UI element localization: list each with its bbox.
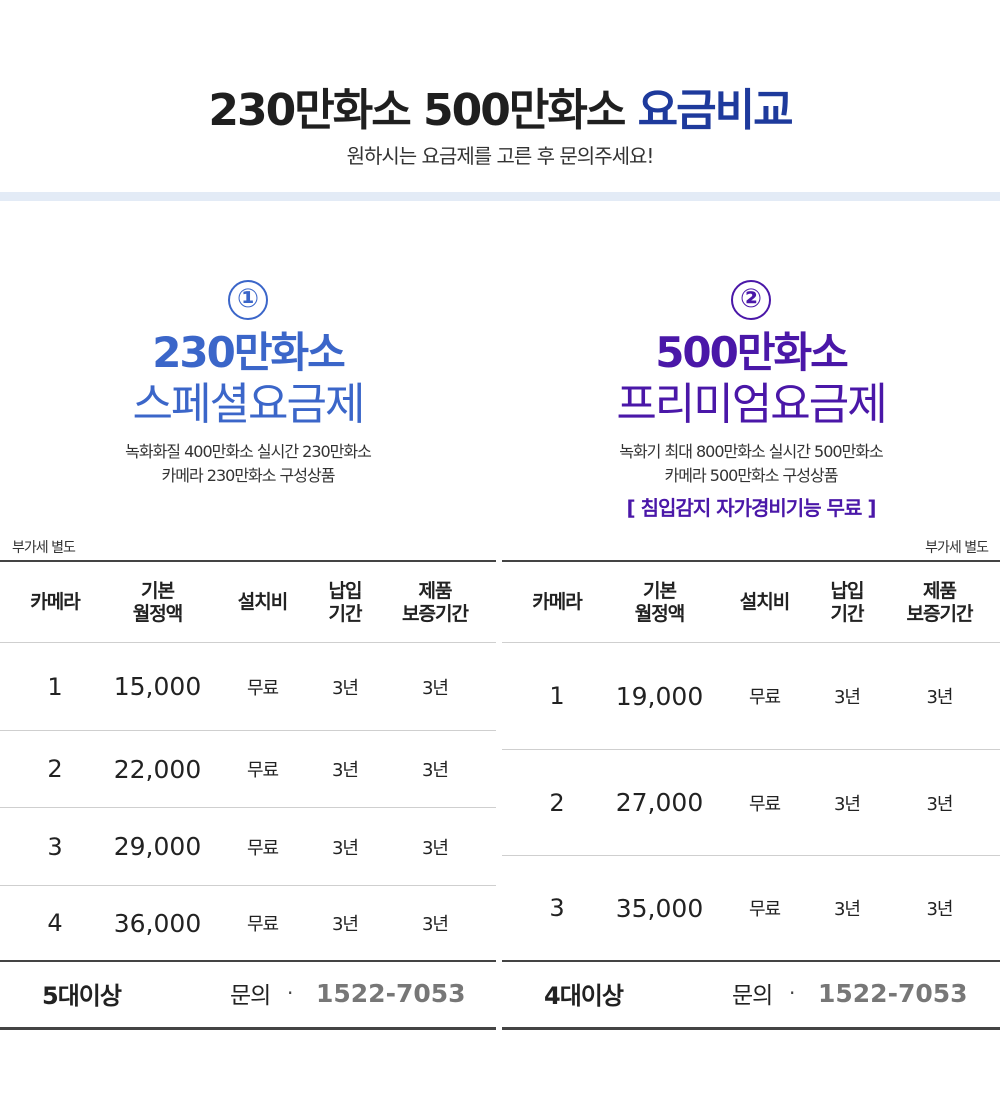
cell-term: 3년 bbox=[331, 677, 359, 699]
cell-warranty: 3년 bbox=[926, 899, 953, 920]
col-camera: 카메라 bbox=[532, 591, 582, 613]
plan-2-number-badge: ② bbox=[731, 280, 771, 320]
footer-inquiry-label: 문의 bbox=[230, 983, 271, 1009]
cell-fee: 27,000 bbox=[615, 788, 704, 817]
cell-term: 3년 bbox=[331, 914, 359, 935]
table-row: 1 19,000 무료 3년 3년 bbox=[502, 643, 1000, 750]
cell-camera: 2 bbox=[47, 755, 63, 783]
plan-1-intro: ① 230만화소 스페셜요금제 녹화화질 400만화소 실시간 230만화소 카… bbox=[0, 280, 496, 488]
cell-install: 무료 bbox=[246, 914, 279, 935]
cell-warranty: 3년 bbox=[421, 677, 449, 699]
col-install-fee: 설치비 bbox=[739, 591, 790, 613]
col-warranty: 제품 보증기간 bbox=[402, 579, 469, 625]
footer-phone-number[interactable]: 1522-7053 bbox=[316, 978, 466, 1008]
table-row: 2 22,000 무료 3년 3년 bbox=[0, 731, 496, 808]
plan-2-intro: ② 500만화소 프리미엄요금제 녹화기 최대 800만화소 실시간 500만화… bbox=[502, 280, 1000, 521]
table-header: 카메라 기본 월정액 설치비 납입 기간 제품 보증기간 bbox=[0, 562, 496, 643]
plan-2-description: 녹화기 최대 800만화소 실시간 500만화소 카메라 500만화소 구성상품 bbox=[502, 440, 1000, 488]
plan-2-resolution: 500만화소 bbox=[655, 328, 849, 377]
cell-fee: 36,000 bbox=[113, 908, 202, 938]
plan-1-vat-note: 부가세 별도 bbox=[12, 540, 76, 556]
footer-bulk-label: 4대이상 bbox=[544, 981, 624, 1010]
page-title-main: 230만화소 500만화소 bbox=[208, 85, 638, 136]
table-row: 3 29,000 무료 3년 3년 bbox=[0, 808, 496, 886]
table-row: 4 36,000 무료 3년 3년 bbox=[0, 886, 496, 962]
footer-phone-number[interactable]: 1522-7053 bbox=[818, 978, 968, 1008]
footer-separator: · bbox=[789, 981, 796, 1005]
plan-2-vat-note: 부가세 별도 bbox=[925, 540, 989, 556]
table-row: 1 15,000 무료 3년 3년 bbox=[0, 643, 496, 731]
plan-2-price-table: 카메라 기본 월정액 설치비 납입 기간 제품 보증기간 1 19,000 무료… bbox=[502, 560, 1000, 1030]
page-title-accent: 요금비교 bbox=[637, 85, 794, 136]
cell-term: 3년 bbox=[331, 760, 359, 781]
cell-warranty: 3년 bbox=[421, 760, 449, 781]
cell-warranty: 3년 bbox=[926, 687, 953, 708]
cell-warranty: 3년 bbox=[421, 837, 449, 859]
plan-1-resolution: 230만화소 bbox=[152, 328, 346, 377]
table-footer: 4대이상 문의 · 1522-7053 bbox=[502, 959, 1000, 1027]
cell-fee: 19,000 bbox=[615, 681, 704, 711]
plan-1-price-table: 카메라 기본 월정액 설치비 납입 기간 제품 보증기간 1 15,000 무료… bbox=[0, 560, 496, 1030]
plan-2-name: 프리미엄요금제 bbox=[616, 379, 887, 430]
cell-fee: 35,000 bbox=[615, 893, 704, 923]
cell-camera: 1 bbox=[549, 682, 565, 710]
footer-separator: · bbox=[287, 981, 294, 1005]
cell-term: 3년 bbox=[331, 837, 359, 859]
cell-install: 무료 bbox=[748, 899, 781, 920]
table-header: 카메라 기본 월정액 설치비 납입 기간 제품 보증기간 bbox=[502, 562, 1000, 643]
col-camera: 카메라 bbox=[30, 591, 80, 613]
col-warranty: 제품 보증기간 bbox=[906, 579, 974, 625]
cell-camera: 1 bbox=[47, 672, 63, 701]
col-payment-term: 납입 기간 bbox=[328, 579, 363, 625]
plan-1-number-badge: ① bbox=[228, 280, 268, 320]
cell-fee: 22,000 bbox=[113, 754, 202, 784]
cell-install: 무료 bbox=[748, 793, 781, 815]
col-install-fee: 설치비 bbox=[237, 591, 288, 613]
plan-2-feature-highlight: [ 침입감지 자가경비기능 무료 ] bbox=[626, 496, 877, 520]
plan-1-description: 녹화화질 400만화소 실시간 230만화소 카메라 230만화소 구성상품 bbox=[0, 440, 496, 488]
col-monthly-fee: 기본 월정액 bbox=[634, 579, 685, 625]
col-payment-term: 납입 기간 bbox=[830, 579, 865, 625]
col-monthly-fee: 기본 월정액 bbox=[132, 579, 183, 625]
footer-bulk-label: 5대이상 bbox=[42, 981, 122, 1010]
plan-1-desc-line-2: 카메라 230만화소 구성상품 bbox=[161, 466, 336, 485]
page-subtitle: 원하시는 요금제를 고른 후 문의주세요! bbox=[346, 144, 655, 168]
plan-1-name: 스페셜요금제 bbox=[132, 379, 366, 430]
cell-install: 무료 bbox=[246, 760, 279, 781]
plan-1-desc-line-1: 녹화화질 400만화소 실시간 230만화소 bbox=[125, 442, 372, 461]
cell-term: 3년 bbox=[833, 899, 861, 920]
cell-fee: 29,000 bbox=[113, 832, 202, 861]
cell-install: 무료 bbox=[748, 687, 781, 708]
cell-term: 3년 bbox=[833, 687, 861, 708]
page-header: 230만화소 500만화소 요금비교 원하시는 요금제를 고른 후 문의주세요! bbox=[0, 0, 1000, 192]
cell-warranty: 3년 bbox=[421, 914, 449, 935]
cell-fee: 15,000 bbox=[113, 672, 202, 701]
cell-camera: 4 bbox=[47, 909, 63, 937]
header-divider-band bbox=[0, 192, 1000, 201]
cell-term: 3년 bbox=[833, 793, 861, 815]
table-row: 2 27,000 무료 3년 3년 bbox=[502, 750, 1000, 856]
cell-install: 무료 bbox=[246, 837, 279, 859]
table-footer: 5대이상 문의 · 1522-7053 bbox=[0, 959, 496, 1027]
cell-camera: 3 bbox=[549, 894, 565, 922]
cell-camera: 3 bbox=[47, 832, 63, 861]
plan-2-desc-line-1: 녹화기 최대 800만화소 실시간 500만화소 bbox=[619, 442, 884, 461]
plan-2-desc-line-2: 카메라 500만화소 구성상품 bbox=[664, 466, 839, 485]
cell-warranty: 3년 bbox=[926, 793, 953, 815]
cell-install: 무료 bbox=[246, 677, 279, 699]
table-row: 3 35,000 무료 3년 3년 bbox=[502, 856, 1000, 962]
footer-inquiry-label: 문의 bbox=[732, 983, 773, 1009]
page-title: 230만화소 500만화소 요금비교 bbox=[0, 74, 1000, 138]
cell-camera: 2 bbox=[549, 788, 565, 817]
